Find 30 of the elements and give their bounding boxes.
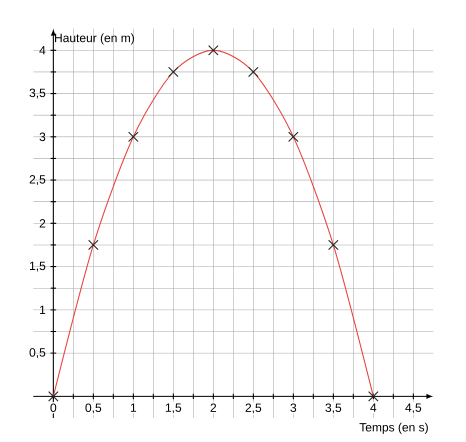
line-series: [52, 50, 374, 397]
x-tick-label: 1,5: [166, 403, 182, 414]
point: [288, 132, 299, 142]
y-axis-title: Hauteur (en m): [55, 33, 134, 45]
y-tick-label: 0,5: [30, 348, 46, 358]
point: [368, 391, 379, 402]
point: [248, 66, 259, 78]
x-tick-label: 0,5: [85, 403, 102, 414]
x-tick-label: 2,5: [246, 403, 262, 414]
y-tick-label: 3,5: [30, 88, 46, 99]
x-tick-label: 3,5: [325, 403, 342, 414]
x-tick-label: 4,5: [405, 403, 422, 414]
y-tick-label: 2: [40, 219, 46, 228]
x-axis-title: Temps (en s): [360, 422, 428, 434]
point: [208, 45, 219, 56]
x-tick-label: 2: [210, 403, 216, 412]
y-tick-label: 1: [40, 306, 46, 314]
y-tick-label: 2,5: [30, 175, 46, 186]
x-tick-label: 1: [130, 403, 136, 412]
y-tick-label: 1,5: [30, 262, 46, 272]
point: [128, 132, 139, 142]
x-tick-label: 4: [370, 403, 376, 412]
x-tick-label: 3: [290, 403, 296, 412]
y-tick-label: 4: [39, 46, 46, 54]
point: [48, 391, 59, 402]
x-tick-label: 0: [50, 403, 56, 412]
y-tick-label: 3: [40, 132, 46, 142]
point: [328, 240, 339, 250]
point: [88, 240, 99, 250]
point: [168, 66, 179, 78]
